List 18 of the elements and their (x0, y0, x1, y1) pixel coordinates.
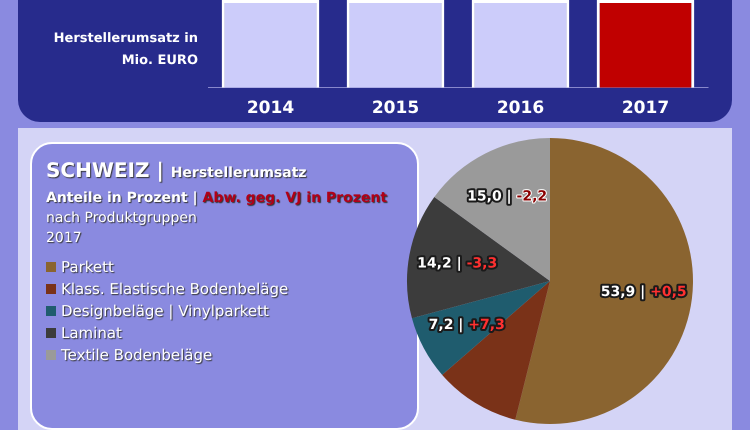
legend-label: Laminat (61, 324, 122, 342)
legend-label: Designbeläge | Vinylparkett (61, 302, 269, 320)
x-tick-label: 2016 (496, 98, 544, 118)
x-tick-label: 2014 (246, 98, 294, 118)
x-tick-label: 2015 (372, 98, 420, 118)
data-label: 14,2 | -3,3 (417, 256, 498, 272)
x-tick-label: 2017 (622, 98, 670, 118)
text: Anteile in Prozent | Abw. geg. VJ in Prozent (46, 190, 388, 206)
text: SCHWEIZ | Herstellerumsatz (46, 158, 307, 182)
y-axis-title: Herstellerumsatz in Mio. EURO (52, 30, 198, 70)
legend-label: Parkett (61, 258, 114, 276)
data-label: 7,2 | +7,3 (428, 317, 505, 334)
data-label: 53,9 | +0,5 (600, 284, 687, 300)
text: nach Produktgruppen (46, 210, 198, 226)
text: 2017 (46, 230, 83, 246)
data-label: 15,0 | -2,2 (467, 188, 548, 205)
legend-label: Klass. Elastische Bodenbeläge (61, 280, 288, 298)
legend-label: Textile Bodenbeläge (61, 346, 212, 364)
